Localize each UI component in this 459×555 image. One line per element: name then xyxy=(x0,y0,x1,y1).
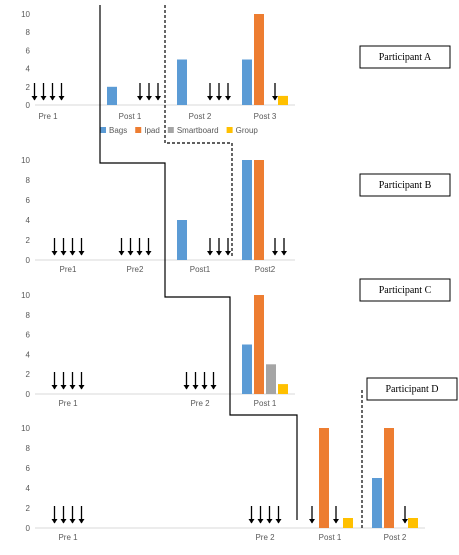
y-tick-label: 8 xyxy=(26,176,31,185)
y-tick-label: 10 xyxy=(21,156,30,165)
category-label: Pre 1 xyxy=(38,112,58,121)
y-tick-label: 6 xyxy=(26,464,31,473)
category-label: Post 2 xyxy=(189,112,212,121)
category-label: Pre 1 xyxy=(58,399,78,408)
category-label: Post2 xyxy=(255,265,276,274)
participant-label-box xyxy=(359,278,451,302)
y-tick-label: 6 xyxy=(26,331,31,340)
bar-bags xyxy=(177,59,187,105)
legend-swatch xyxy=(100,127,106,133)
y-tick-label: 0 xyxy=(26,390,31,399)
y-tick-label: 0 xyxy=(26,256,31,265)
y-tick-label: 8 xyxy=(26,28,31,37)
y-tick-label: 8 xyxy=(26,444,31,453)
y-tick-label: 10 xyxy=(21,291,30,300)
phase-change-line xyxy=(99,5,298,520)
legend-item-group: Group xyxy=(226,126,259,135)
category-label: Pre1 xyxy=(60,265,77,274)
legend-label: Smartboard xyxy=(177,126,219,135)
category-label: Pre 2 xyxy=(190,399,210,408)
participant-label: Participant D xyxy=(385,384,438,395)
y-tick-label: 10 xyxy=(21,10,30,19)
y-tick-label: 6 xyxy=(26,196,31,205)
y-tick-label: 2 xyxy=(26,370,31,379)
participant-label-box xyxy=(366,377,458,401)
bar-ipad xyxy=(254,14,264,105)
y-tick-label: 8 xyxy=(26,311,31,320)
y-tick-label: 4 xyxy=(26,484,31,493)
chart-panel-1: 0 2 4 6 8 10 Pre 1 Post 1 Post 2 Post 3 xyxy=(21,10,295,121)
bar-bags xyxy=(177,220,187,260)
y-tick-label: 10 xyxy=(21,424,30,433)
legend-label: Group xyxy=(236,126,259,135)
bar-ipad xyxy=(254,160,264,260)
participant-label-box xyxy=(359,173,451,197)
legend-item-bags: Bags xyxy=(100,126,127,135)
legend-swatch xyxy=(135,127,142,133)
y-tick-label: 2 xyxy=(26,236,31,245)
y-tick-label: 4 xyxy=(26,350,31,359)
y-tick-label: 2 xyxy=(26,83,31,92)
participant-label: Participant A xyxy=(379,52,432,63)
y-tick-label: 4 xyxy=(26,216,31,225)
bar-bags xyxy=(242,59,252,105)
y-tick-label: 2 xyxy=(26,504,31,513)
y-tick-label: 0 xyxy=(26,524,31,533)
bar-group xyxy=(278,95,288,105)
legend-swatch xyxy=(167,127,174,133)
bar-group xyxy=(343,518,353,528)
phase-change-dashed-line xyxy=(164,5,233,258)
chart-panel-4: 0 2 4 6 8 10 Pre 1 Pre 2 Post 1 Post 2 xyxy=(21,424,425,542)
participant-label: Participant C xyxy=(379,285,432,296)
bar-group xyxy=(408,518,418,528)
category-label: Pre 2 xyxy=(255,533,275,542)
participant-label-box xyxy=(359,45,451,69)
bar-ipad xyxy=(254,295,264,394)
bar-bags xyxy=(372,478,382,528)
category-label: Post 1 xyxy=(119,112,142,121)
legend-item-ipad: Ipad xyxy=(135,126,160,135)
category-label: Post 2 xyxy=(384,533,407,542)
participant-label: Participant B xyxy=(379,180,432,191)
bar-bags xyxy=(107,86,117,105)
y-tick-label: 4 xyxy=(26,65,31,74)
legend-item-smartboard: Smartboard xyxy=(167,126,219,135)
legend-swatch xyxy=(226,127,233,133)
category-label: Post 1 xyxy=(319,533,342,542)
category-label: Pre 1 xyxy=(58,533,78,542)
bar-bags xyxy=(242,344,252,394)
category-label: Post 3 xyxy=(254,112,277,121)
legend-label: Bags xyxy=(109,126,127,135)
chart-panel-3: 0 2 4 6 8 10 Pre 1 Pre 2 Post 1 xyxy=(21,291,295,408)
chart-panel-2: 0 2 4 6 8 10 Pre1 Pre2 Post1 Post2 xyxy=(21,156,295,274)
bar-bags xyxy=(242,160,252,260)
bar-ipad xyxy=(384,428,394,528)
category-label: Post1 xyxy=(190,265,211,274)
bar-smartboard xyxy=(266,364,276,394)
legend-label: Ipad xyxy=(144,126,160,135)
bar-ipad xyxy=(319,428,329,528)
y-tick-label: 0 xyxy=(26,101,31,110)
category-label: Post 1 xyxy=(254,399,277,408)
bar-group xyxy=(278,384,288,394)
category-label: Pre2 xyxy=(127,265,144,274)
y-tick-label: 6 xyxy=(26,46,31,55)
